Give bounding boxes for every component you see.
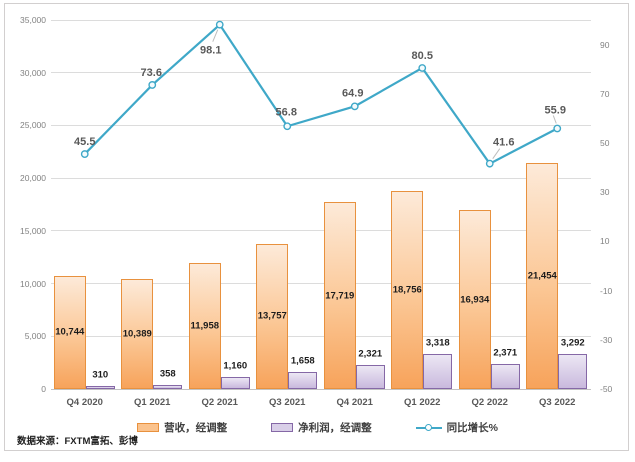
legend-label-growth: 同比增长% [446, 422, 498, 434]
profit-bar [288, 371, 318, 389]
data-source-note: 数据来源：FXTM富拓、彭博 [17, 436, 138, 447]
profit-bar-label: 3,318 [425, 337, 450, 349]
legend-item-profit: 净利润，经调整 [271, 420, 372, 435]
chart-border-frame [4, 3, 629, 451]
profit-bar-label: 3,292 [560, 337, 585, 349]
right-axis-tick: 90 [600, 39, 610, 50]
left-axis-tick: 0 [41, 384, 46, 394]
profit-swatch-icon [271, 423, 294, 432]
right-axis-tick: -50 [600, 384, 613, 394]
right-axis-tick: 10 [600, 236, 610, 247]
profit-bar-label: 358 [159, 368, 176, 380]
growth-line-icon [415, 423, 442, 431]
revenue-bar-label: 10,389 [122, 328, 152, 340]
profit-bar [153, 385, 183, 389]
profit-bar [85, 385, 115, 389]
right-axis-tick: 50 [600, 138, 610, 148]
profit-bar [220, 376, 250, 389]
right-axis-tick: -30 [600, 334, 613, 345]
x-axis-label: Q2 2021 [201, 397, 238, 408]
x-axis-label: Q3 2022 [539, 397, 576, 408]
x-axis-label: Q1 2021 [134, 397, 171, 408]
profit-bar-label: 1,658 [290, 355, 315, 367]
left-axis-tick: 30,000 [20, 67, 46, 78]
revenue-bar-label: 13,757 [257, 310, 287, 322]
revenue-bar-label: 21,454 [527, 270, 557, 282]
revenue-bar-label: 10,744 [55, 326, 85, 338]
revenue-bar-label: 17,719 [325, 290, 355, 302]
right-axis-tick: 30 [600, 187, 610, 198]
gridline [51, 335, 591, 337]
x-axis-label: Q1 2022 [404, 397, 441, 408]
x-axis-label: Q3 2021 [269, 397, 306, 408]
profit-bar [423, 354, 453, 389]
left-axis-tick: 35,000 [20, 15, 46, 25]
x-axis-label: Q4 2020 [66, 397, 103, 408]
right-axis-tick: -10 [600, 285, 613, 296]
revenue-bar-label: 11,958 [190, 320, 220, 332]
profit-bar-label: 2,371 [493, 347, 518, 359]
left-axis-tick: 10,000 [20, 278, 46, 289]
legend-item-revenue: 营收，经调整 [137, 420, 227, 435]
revenue-swatch-icon [137, 423, 160, 432]
profit-bar [558, 354, 588, 389]
left-axis-tick: 5,000 [24, 331, 46, 342]
revenue-bar [188, 262, 221, 389]
revenue-bar [53, 275, 86, 389]
gridline [51, 124, 591, 126]
legend-label-revenue: 营收，经调整 [164, 422, 228, 434]
legend: 营收，经调整 净利润，经调整 同比增长% [0, 420, 635, 435]
gridline [51, 388, 591, 390]
profit-bar-label: 310 [92, 369, 109, 381]
revenue-bar [323, 202, 356, 389]
revenue-bar [391, 191, 424, 389]
revenue-bar [526, 162, 559, 389]
gridline [51, 72, 591, 74]
revenue-bar [256, 243, 289, 389]
revenue-bar-label: 16,934 [460, 294, 490, 306]
revenue-bar-label: 18,756 [392, 284, 422, 296]
profit-bar-label: 2,321 [358, 348, 383, 360]
profit-bar [490, 364, 520, 389]
legend-label-profit: 净利润，经调整 [298, 422, 372, 434]
revenue-bar [121, 279, 154, 389]
left-axis-tick: 25,000 [20, 120, 46, 131]
profit-bar [355, 364, 385, 389]
x-axis-label: Q2 2022 [471, 397, 508, 408]
legend-item-growth: 同比增长% [415, 420, 498, 435]
gridline [51, 283, 591, 285]
gridline [51, 19, 591, 21]
left-axis-tick: 15,000 [20, 225, 46, 236]
gridline [51, 177, 591, 179]
growth-marker-icon [424, 423, 432, 431]
left-axis-tick: 20,000 [20, 173, 46, 184]
right-axis-tick: 70 [600, 88, 610, 99]
gridline [51, 230, 591, 232]
x-axis-label: Q4 2021 [336, 397, 373, 408]
revenue-bar [458, 210, 491, 389]
profit-bar-label: 1,160 [223, 360, 248, 372]
